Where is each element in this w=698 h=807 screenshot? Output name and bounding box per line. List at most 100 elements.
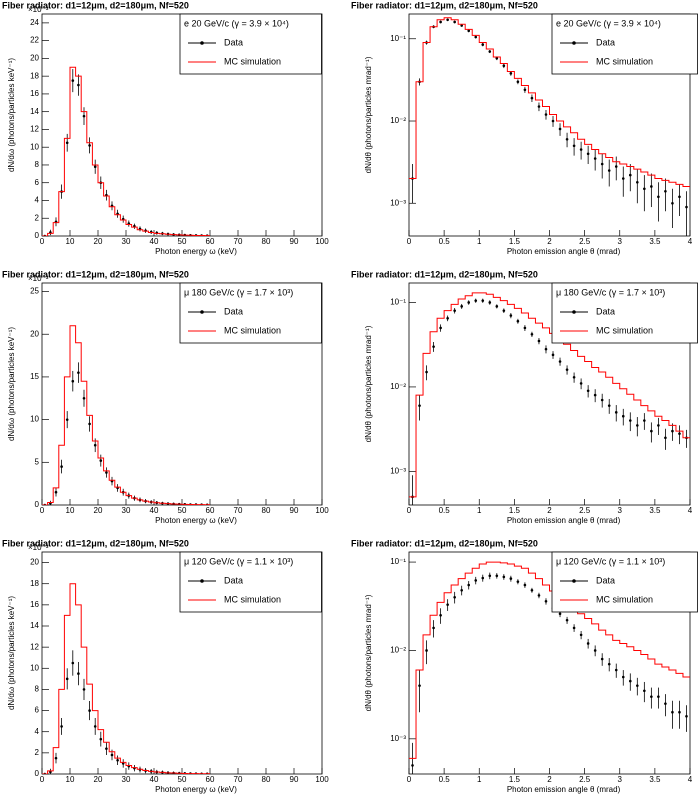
y-tick-label: 10⁻¹: [390, 298, 406, 307]
data-point: [572, 144, 576, 148]
data-point: [614, 668, 618, 672]
y-tick-label: 12: [30, 642, 39, 651]
x-tick-label: 1.5: [509, 237, 521, 246]
x-tick-label: 70: [234, 775, 243, 784]
plot-area: [42, 583, 210, 774]
data-point: [678, 432, 681, 435]
data-point: [460, 588, 463, 592]
y-tick-label: 5: [35, 457, 40, 466]
data-point: [54, 490, 58, 494]
data-point: [537, 594, 541, 597]
y-tick-label: 0: [35, 769, 40, 778]
data-point: [572, 376, 576, 379]
data-point: [572, 626, 576, 630]
data-point: [516, 80, 520, 84]
legend-label: MC simulation: [596, 594, 653, 604]
plot-area: [409, 292, 690, 505]
data-point: [446, 603, 449, 606]
x-tick-label: 100: [315, 237, 329, 246]
y-tick-label: 25: [30, 287, 39, 296]
data-point: [60, 465, 63, 468]
x-tick-label: 0: [40, 775, 45, 784]
data-point: [565, 368, 569, 371]
data-point: [586, 642, 590, 645]
panel-title: Fiber radiator: d1=12μm, d2=180μm, Nf=52…: [351, 538, 538, 548]
y-tick-label: 14: [30, 621, 39, 630]
data-point: [60, 725, 63, 728]
data-point: [467, 29, 471, 33]
x-tick-label: 40: [150, 506, 159, 515]
data-point: [544, 599, 548, 603]
data-point: [71, 79, 75, 82]
x-tick-label: 30: [122, 506, 131, 515]
x-tick-label: 40: [150, 237, 159, 246]
data-point: [600, 657, 604, 661]
data-point: [495, 56, 499, 60]
x-tick-label: 1.5: [509, 775, 521, 784]
x-tick-label: 100: [315, 506, 329, 515]
data-point: [99, 459, 103, 462]
data-point: [600, 162, 604, 166]
data-point: [453, 309, 456, 312]
data-point: [439, 326, 442, 330]
data-point: [607, 662, 611, 666]
y-tick-label: 10⁻³: [390, 734, 406, 743]
legend-label: MC simulation: [596, 325, 653, 335]
x-tick-label: 2.5: [579, 237, 591, 246]
x-tick-label: 20: [94, 775, 103, 784]
y-axis-title: dN/dω (photons/particles keV⁻¹): [7, 58, 16, 172]
x-tick-label: 3.5: [649, 775, 661, 784]
data-point: [77, 83, 80, 87]
data-point: [636, 424, 639, 427]
data-point: [453, 595, 456, 599]
data-point: [636, 684, 639, 687]
x-axis-title: Photon emission angle θ (mrad): [507, 247, 621, 256]
y-tick-label: 4: [35, 196, 40, 205]
x-tick-label: 90: [290, 506, 299, 515]
data-point: [523, 326, 527, 330]
data-point: [453, 20, 456, 24]
mc-histogram: [409, 561, 690, 759]
y-tick-label: 10⁻²: [390, 646, 406, 655]
legend-box: [551, 13, 698, 75]
y-tick-label: 10: [30, 415, 39, 424]
y-tick-label: 10⁻³: [390, 466, 406, 475]
y-tick-label: 16: [30, 600, 39, 609]
x-tick-label: 0: [407, 506, 412, 515]
data-point: [467, 301, 471, 304]
y-tick-label: 15: [30, 372, 39, 381]
data-point: [614, 411, 618, 414]
x-tick-label: 0.5: [439, 775, 451, 784]
panel-title: Fiber radiator: d1=12μm, d2=180μm, Nf=52…: [2, 269, 189, 279]
data-point: [628, 419, 632, 422]
y-tick-label: 10: [30, 142, 39, 151]
x-tick-label: 2.5: [579, 506, 591, 515]
mc-histogram: [42, 66, 210, 236]
panel: Fiber radiator: d1=12μm, d2=180μm, Nf=52…: [2, 269, 329, 525]
x-tick-label: 2: [547, 506, 552, 515]
x-axis-title: Photon energy ω (keV): [155, 785, 237, 794]
x-axis-title: Photon emission angle θ (mrad): [507, 785, 621, 794]
data-point: [579, 148, 583, 151]
legend-marker: [200, 579, 204, 583]
x-tick-label: 90: [290, 775, 299, 784]
data-point: [551, 353, 555, 357]
y-tick-label: 22: [30, 36, 39, 45]
data-point: [460, 24, 463, 27]
x-tick-label: 0.5: [439, 237, 451, 246]
legend-label: MC simulation: [596, 56, 653, 66]
legend-title: μ 180 GeV/c (γ = 1.7 × 10³): [184, 287, 293, 297]
data-point: [502, 64, 506, 68]
legend-title: μ 120 GeV/c (γ = 1.1 × 10³): [556, 556, 665, 566]
y-tick-label: 18: [30, 71, 39, 80]
data-point: [65, 677, 69, 681]
x-tick-label: 40: [150, 775, 159, 784]
x-tick-label: 10: [66, 775, 75, 784]
data-point: [425, 649, 428, 652]
y-tick-label: 10⁻²: [390, 116, 406, 125]
data-point: [650, 695, 653, 698]
panel: Fiber radiator: d1=12μm, d2=180μm, Nf=52…: [2, 538, 329, 794]
data-point: [502, 575, 506, 579]
x-tick-label: 4: [688, 237, 693, 246]
data-point: [516, 580, 520, 583]
